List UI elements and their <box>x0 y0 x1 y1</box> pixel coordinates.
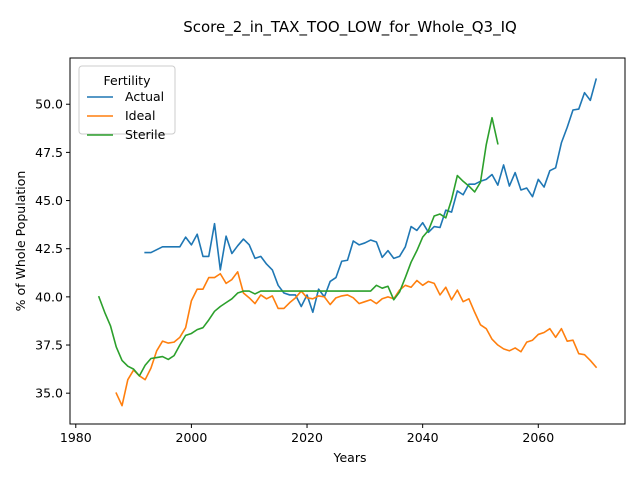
legend-label-sterile: Sterile <box>125 127 166 142</box>
legend-box <box>78 65 176 135</box>
chart-title: Score_2_in_TAX_TOO_LOW_for_Whole_Q3_IQ <box>183 18 517 37</box>
y-tick-label: 35.0 <box>35 386 63 401</box>
x-axis-ticks: 1980 2000 2020 2040 2060 <box>60 424 554 445</box>
x-tick-label: 2000 <box>176 430 208 445</box>
x-tick-label: 2060 <box>522 430 554 445</box>
y-tick-label: 42.5 <box>35 241 63 256</box>
series-line-actual <box>144 78 598 314</box>
series-line-ideal <box>115 271 598 407</box>
x-axis-label: Years <box>333 450 367 465</box>
x-tick-label: 2040 <box>407 430 439 445</box>
y-axis-ticks: 35.0 37.5 40.0 42.5 45.0 47.5 50.0 <box>35 97 70 401</box>
plot-frame <box>69 57 626 425</box>
x-tick-label: 2020 <box>291 430 323 445</box>
y-tick-label: 50.0 <box>35 97 63 112</box>
y-tick-label: 47.5 <box>35 145 63 160</box>
y-axis-label: % of Whole Population <box>13 171 28 312</box>
legend-label-actual: Actual <box>125 89 164 104</box>
y-tick-label: 40.0 <box>35 289 63 304</box>
y-tick-label: 45.0 <box>35 193 63 208</box>
legend: Fertility Actual Ideal Sterile <box>78 65 176 142</box>
x-tick-label: 1980 <box>60 430 92 445</box>
legend-label-ideal: Ideal <box>125 108 155 123</box>
legend-title: Fertility <box>104 73 152 88</box>
y-tick-label: 37.5 <box>35 338 63 353</box>
series-line-sterile <box>97 116 499 377</box>
plot-area <box>97 78 598 407</box>
